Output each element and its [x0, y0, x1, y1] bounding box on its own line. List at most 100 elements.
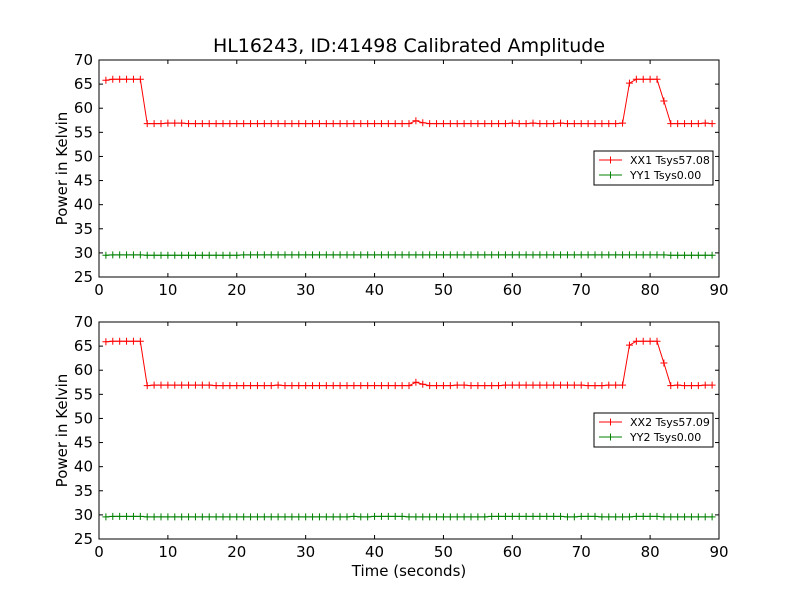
y-tick-label: 35 — [74, 482, 93, 500]
data-point — [198, 513, 206, 521]
data-point — [398, 382, 406, 390]
data-point — [433, 251, 441, 259]
data-point — [515, 381, 523, 389]
y-tick-label: 45 — [74, 172, 93, 190]
data-point — [674, 381, 682, 389]
x-tick-label: 0 — [94, 281, 104, 299]
data-point — [219, 120, 227, 128]
data-point — [439, 382, 447, 390]
data-point — [412, 513, 420, 521]
data-point — [619, 251, 627, 259]
data-point — [322, 513, 330, 521]
data-point — [150, 513, 158, 521]
data-point — [612, 120, 620, 128]
data-point — [405, 251, 413, 259]
data-point — [488, 512, 496, 520]
y-tick-label: 70 — [74, 51, 93, 69]
data-point — [233, 251, 241, 259]
data-point — [515, 512, 523, 520]
data-point — [550, 381, 558, 389]
data-point — [123, 75, 131, 83]
data-point — [557, 512, 565, 520]
data-point — [281, 382, 289, 390]
data-point — [343, 120, 351, 128]
data-point — [253, 382, 261, 390]
data-point — [391, 382, 399, 390]
data-point — [315, 382, 323, 390]
data-point — [660, 359, 668, 367]
data-point — [164, 513, 172, 521]
data-point — [164, 119, 172, 127]
y-tick-label: 40 — [74, 458, 93, 476]
data-point — [129, 512, 137, 520]
data-point — [529, 512, 537, 520]
data-point — [536, 512, 544, 520]
data-point — [529, 251, 537, 259]
data-point — [674, 120, 682, 128]
data-point — [653, 337, 661, 345]
series-yy-2 — [102, 512, 716, 521]
data-point — [267, 513, 275, 521]
data-point — [322, 251, 330, 259]
legend-swatch-marker — [607, 171, 614, 179]
data-point — [205, 251, 213, 259]
data-point — [302, 120, 310, 128]
data-point — [357, 251, 365, 259]
data-point — [646, 75, 654, 83]
data-point — [274, 381, 282, 389]
data-point — [570, 381, 578, 389]
data-point — [481, 120, 489, 128]
x-tick-label: 50 — [434, 543, 453, 561]
data-point — [674, 251, 682, 259]
data-point — [329, 251, 337, 259]
data-point — [550, 251, 558, 259]
data-point — [322, 382, 330, 390]
data-point — [240, 382, 248, 390]
data-point — [143, 120, 151, 128]
data-point — [598, 120, 606, 128]
data-point — [632, 512, 640, 520]
data-point — [460, 251, 468, 259]
data-point — [646, 512, 654, 520]
data-point — [129, 251, 137, 259]
y-tick-label: 30 — [74, 506, 93, 524]
data-point — [391, 512, 399, 520]
data-point — [708, 251, 716, 259]
data-point — [198, 381, 206, 389]
y-tick-label: 50 — [74, 409, 93, 427]
data-point — [350, 251, 358, 259]
data-point — [350, 382, 358, 390]
data-point — [309, 251, 317, 259]
data-point — [694, 513, 702, 521]
data-point — [191, 381, 199, 389]
data-point — [419, 119, 427, 127]
data-point — [460, 381, 468, 389]
data-point — [281, 120, 289, 128]
data-point — [198, 120, 206, 128]
data-point — [632, 75, 640, 83]
data-point — [191, 513, 199, 521]
data-point — [681, 513, 689, 521]
legend-box — [593, 150, 714, 186]
x-tick-label: 60 — [503, 543, 522, 561]
y-axis-label: Power in Kelvin — [53, 374, 71, 488]
data-point — [336, 251, 344, 259]
data-point — [253, 513, 261, 521]
data-point — [570, 513, 578, 521]
data-point — [377, 120, 385, 128]
data-point — [185, 251, 193, 259]
x-tick-label: 90 — [709, 281, 728, 299]
data-point — [667, 513, 675, 521]
data-point — [701, 119, 709, 127]
data-point — [419, 380, 427, 388]
data-point — [577, 512, 585, 520]
data-point — [391, 120, 399, 128]
data-point — [315, 513, 323, 521]
data-point — [495, 251, 503, 259]
chart-title: HL16243, ID:41498 Calibrated Amplitude — [213, 35, 605, 57]
data-point — [240, 120, 248, 128]
data-point — [508, 119, 516, 127]
x-tick-label: 90 — [709, 543, 728, 561]
data-point — [522, 251, 530, 259]
data-point — [515, 251, 523, 259]
